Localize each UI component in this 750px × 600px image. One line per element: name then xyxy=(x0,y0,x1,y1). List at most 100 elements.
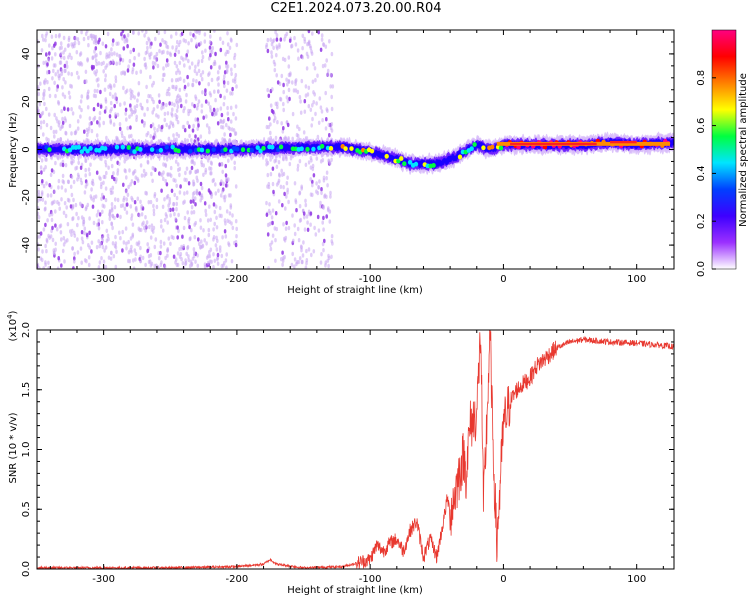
noise-dot xyxy=(212,237,215,242)
noise-dot xyxy=(97,218,101,223)
noise-dot xyxy=(145,220,149,225)
noise-dot xyxy=(274,135,278,141)
noise-dot xyxy=(131,197,134,202)
noise-dot xyxy=(270,215,274,220)
noise-dot xyxy=(292,238,295,243)
noise-dot xyxy=(133,180,137,186)
noise-dot xyxy=(211,178,215,184)
noise-dot xyxy=(75,50,79,55)
noise-dot xyxy=(39,256,42,261)
noise-dot xyxy=(137,31,140,36)
noise-dot xyxy=(330,94,334,100)
noise-dot xyxy=(47,58,50,63)
noise-dot xyxy=(294,81,297,87)
noise-dot xyxy=(152,203,155,209)
noise-dot xyxy=(41,33,44,39)
noise-dot xyxy=(113,215,116,221)
noise-dot xyxy=(329,194,332,199)
ridge-hotspot xyxy=(79,149,85,155)
noise-dot xyxy=(186,138,189,143)
noise-dot xyxy=(277,180,280,185)
noise-dot xyxy=(67,198,71,203)
noise-dot xyxy=(114,264,118,269)
noise-dot xyxy=(149,199,153,205)
noise-dot xyxy=(144,262,147,268)
noise-dot xyxy=(43,88,46,94)
noise-dot xyxy=(95,170,99,175)
noise-dot xyxy=(183,106,186,111)
noise-dot xyxy=(208,166,211,171)
noise-dot xyxy=(182,38,186,43)
noise-dot xyxy=(221,235,224,240)
noise-dot xyxy=(226,111,230,116)
noise-dot xyxy=(294,42,298,47)
noise-dot xyxy=(40,158,44,163)
noise-dot xyxy=(42,184,46,189)
noise-dot xyxy=(178,70,181,75)
noise-dot xyxy=(285,194,288,199)
x-tick-label: -100 xyxy=(359,274,382,285)
noise-dot xyxy=(90,249,93,254)
noise-dot xyxy=(126,126,129,131)
noise-dot xyxy=(171,123,175,128)
noise-dot xyxy=(301,33,305,38)
noise-dot xyxy=(300,248,303,253)
noise-dot xyxy=(307,39,311,44)
noise-dot xyxy=(54,41,57,46)
ridge-core xyxy=(610,140,637,144)
noise-dot xyxy=(285,77,288,82)
noise-dot xyxy=(224,173,228,178)
noise-dot xyxy=(303,215,306,220)
y-tick-label: 40 xyxy=(21,48,32,61)
noise-dot xyxy=(326,68,330,74)
noise-dot xyxy=(80,107,83,113)
noise-dot xyxy=(222,261,226,266)
noise-dot xyxy=(191,195,195,201)
noise-dot xyxy=(143,56,146,62)
noise-dot xyxy=(91,55,95,60)
noise-dot xyxy=(200,77,204,82)
noise-dot xyxy=(270,240,274,245)
noise-dot xyxy=(199,218,202,223)
noise-dot xyxy=(168,200,171,205)
noise-dot xyxy=(174,48,178,53)
noise-dot xyxy=(325,176,328,181)
noise-dot xyxy=(105,55,108,60)
y-tick-label: 20 xyxy=(21,95,32,108)
ridge-hotspot xyxy=(158,147,164,153)
x-tick-label: -200 xyxy=(226,274,249,285)
noise-dot xyxy=(269,211,272,216)
noise-dot xyxy=(309,222,312,227)
noise-dot xyxy=(170,34,173,39)
noise-dot xyxy=(191,82,195,88)
noise-dot xyxy=(129,103,132,108)
noise-dot xyxy=(328,133,331,138)
noise-dot xyxy=(164,40,168,46)
noise-dot xyxy=(48,212,51,218)
noise-dot xyxy=(146,248,150,253)
ridge-hotspot xyxy=(516,144,521,150)
noise-dot xyxy=(320,109,324,114)
noise-dot xyxy=(194,35,197,40)
noise-dot xyxy=(129,182,132,187)
noise-dot xyxy=(48,51,51,56)
noise-dot xyxy=(61,124,64,129)
ridge-hotspot xyxy=(311,146,316,152)
noise-dot xyxy=(225,265,228,269)
noise-dot xyxy=(272,38,276,43)
noise-dot xyxy=(321,241,325,247)
noise-dot xyxy=(223,74,226,79)
noise-dot xyxy=(46,70,49,75)
noise-dot xyxy=(265,200,268,206)
noise-dot xyxy=(206,218,210,223)
noise-dot xyxy=(104,163,108,168)
noise-dot xyxy=(132,62,136,67)
ridge-hotspot xyxy=(126,145,131,150)
noise-dot xyxy=(129,125,132,130)
noise-dot xyxy=(142,168,146,174)
noise-dot xyxy=(166,172,169,177)
noise-dot xyxy=(102,120,105,126)
noise-dot xyxy=(271,166,275,171)
y-tick-label: 0.0 xyxy=(21,561,32,577)
noise-dot xyxy=(101,209,104,214)
